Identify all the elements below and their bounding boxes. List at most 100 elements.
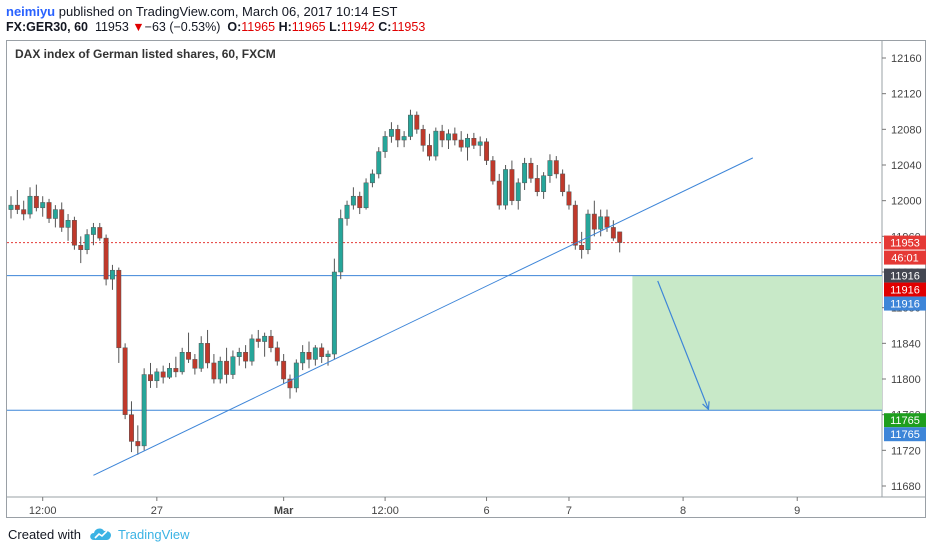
- candle-body: [59, 209, 65, 228]
- candle-body: [591, 213, 597, 230]
- chart-header: neimiyu published on TradingView.com, Ma…: [0, 0, 932, 40]
- candle-body: [496, 180, 502, 206]
- publish-line: neimiyu published on TradingView.com, Ma…: [6, 4, 397, 19]
- candle-body: [84, 234, 90, 250]
- price-change: −63 (−0.53%): [144, 20, 221, 34]
- candle-body: [33, 195, 39, 209]
- candle-body: [363, 182, 369, 209]
- candle-body: [408, 114, 413, 137]
- candle-body: [71, 220, 77, 246]
- countdown-label-bg: [884, 250, 926, 265]
- price-tick-label: 11840: [891, 338, 921, 350]
- projection-arrow: [657, 280, 710, 410]
- candle-body: [116, 269, 122, 349]
- time-tick-label: 9: [794, 505, 800, 517]
- candle-body: [198, 343, 204, 369]
- open-value: 11965: [241, 20, 276, 34]
- candle-body: [319, 347, 325, 357]
- candle-body: [173, 368, 179, 373]
- candle-body: [27, 195, 33, 215]
- candle-body: [477, 141, 483, 146]
- author-name[interactable]: neimiyu: [6, 4, 56, 19]
- candle-body: [522, 162, 528, 184]
- candle-body: [274, 347, 280, 362]
- high-label: H:: [278, 20, 292, 34]
- candle-body: [541, 175, 547, 192]
- candle-body: [217, 360, 223, 380]
- candle-body: [471, 138, 477, 146]
- created-with-text: Created with: [8, 527, 81, 542]
- time-tick-label: 12:00: [371, 505, 399, 517]
- candle-body: [458, 139, 464, 148]
- candle-body: [452, 133, 458, 141]
- candle-body: [439, 130, 445, 141]
- candle-body: [78, 245, 84, 250]
- tradingview-link[interactable]: TradingView: [118, 527, 190, 542]
- level-price-label: 11765: [890, 429, 920, 441]
- candle-body: [90, 227, 96, 235]
- candle-body: [236, 352, 242, 357]
- candle-body: [598, 216, 604, 230]
- candle-body: [376, 151, 382, 175]
- candle-body: [433, 130, 439, 157]
- candle-body: [350, 195, 356, 206]
- target-zone: [632, 275, 882, 411]
- candle-body: [40, 202, 46, 209]
- time-tick-label: 8: [680, 505, 686, 517]
- candle-body: [52, 209, 58, 219]
- candle-body: [617, 231, 623, 243]
- candle-body: [262, 335, 268, 342]
- time-tick-label: 6: [483, 505, 489, 517]
- candle-body: [186, 352, 191, 360]
- candle-body: [610, 227, 616, 239]
- candle-body: [553, 160, 559, 175]
- candle-body: [325, 353, 331, 357]
- candle-body: [14, 204, 20, 210]
- candle-body: [224, 360, 230, 375]
- candle-body: [300, 352, 306, 364]
- price-tick-label: 12040: [891, 160, 922, 172]
- level-price-label-bg: [884, 282, 926, 297]
- level-price-label: 11916: [890, 271, 920, 283]
- candle-body: [141, 374, 147, 447]
- candle-body: [331, 271, 337, 355]
- symbol-line: FX:GER30, 60 11953 ▼−63 (−0.53%) O:11965…: [6, 20, 425, 34]
- candle-body: [65, 220, 71, 228]
- candle-body: [566, 191, 572, 206]
- candle-body: [503, 169, 509, 206]
- close-label: C:: [378, 20, 392, 34]
- candle-body: [528, 162, 534, 179]
- level-price-label: 11916: [890, 299, 920, 311]
- price-tick-label: 12080: [891, 124, 922, 136]
- candle-body: [547, 160, 553, 176]
- candle-body: [604, 216, 610, 228]
- high-value: 11965: [291, 20, 326, 34]
- candle-body: [109, 269, 115, 280]
- price-tick-label: 12160: [891, 53, 922, 65]
- candle-body: [135, 441, 141, 447]
- low-label: L:: [329, 20, 341, 34]
- candle-body: [167, 368, 172, 378]
- open-label: O:: [227, 20, 242, 34]
- candle-body: [122, 347, 128, 415]
- footer: Created with TradingView: [0, 518, 932, 550]
- level-price-label-bg: [884, 427, 926, 442]
- low-value: 11942: [340, 20, 375, 34]
- price-tick-label: 11720: [891, 445, 921, 457]
- price-tick-label: 12000: [891, 196, 922, 208]
- time-tick-label: Mar: [274, 505, 294, 517]
- candle-body: [293, 362, 299, 389]
- level-price-label-bg: [884, 268, 926, 283]
- candle-body: [154, 371, 160, 382]
- candle-body: [414, 114, 420, 130]
- price-chart[interactable]: 1168011720117601180011840118801192011960…: [0, 0, 932, 518]
- candle-body: [388, 129, 394, 137]
- level-price-label-bg: [884, 413, 926, 428]
- candle-body: [287, 378, 293, 389]
- candle-body: [515, 182, 521, 201]
- candle-body: [179, 352, 185, 373]
- candle-body: [129, 414, 134, 442]
- time-tick-label: 27: [151, 505, 163, 517]
- candle-body: [446, 133, 451, 141]
- tradingview-cloud-icon[interactable]: [88, 526, 114, 542]
